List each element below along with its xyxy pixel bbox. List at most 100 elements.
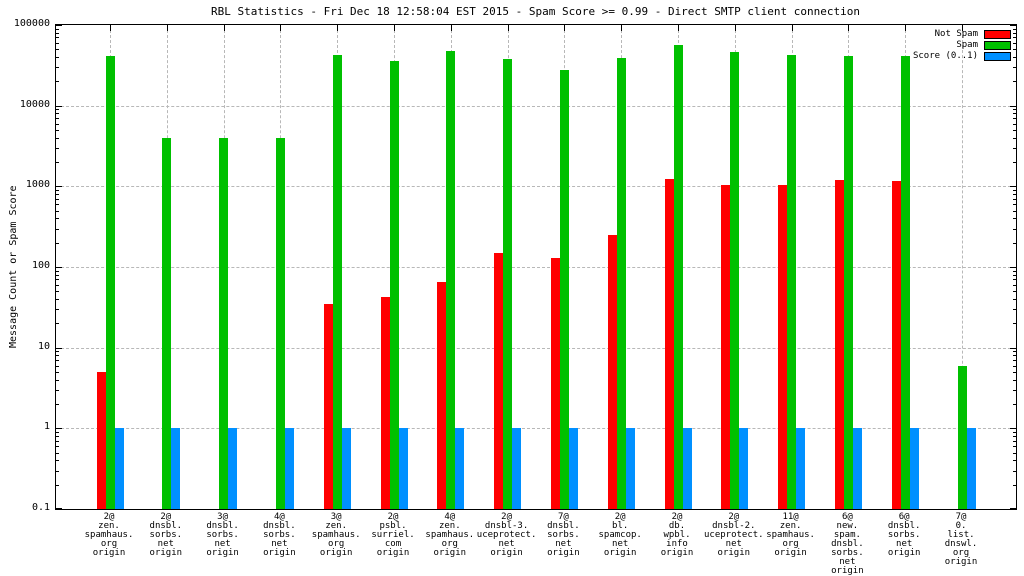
y-axis-minor-tick: [56, 162, 59, 164]
x-axis-category-label: 2@ bl. spamcop. net origin: [580, 513, 660, 558]
bar-not-spam: [437, 282, 447, 509]
y-axis-minor-tick: [1013, 351, 1016, 353]
y-axis-minor-tick: [1013, 470, 1016, 472]
x-axis-category-label-line: 4@: [273, 512, 285, 522]
x-axis-category-label-line: 3@: [330, 512, 342, 522]
legend: Not Spam Spam Score (0..1): [913, 29, 1011, 62]
x-axis-category-label-line: uceprotect.: [476, 530, 537, 540]
y-axis-minor-tick: [56, 460, 59, 462]
y-axis-minor-tick: [56, 309, 59, 311]
y-axis-tick: [56, 347, 62, 349]
y-axis-minor-tick: [1013, 42, 1016, 44]
x-axis-category-label: 2@ psbl. surriel. com origin: [353, 513, 433, 558]
y-axis-minor-tick: [56, 123, 59, 125]
y-axis-minor-tick: [56, 118, 59, 120]
bar-not-spam: [550, 257, 560, 509]
bar-score-0-1-: [284, 428, 294, 509]
x-axis-category-label-line: org: [100, 539, 118, 549]
x-axis-category-label-line: sorbs.: [547, 530, 580, 540]
y-axis-tick: [1010, 508, 1016, 509]
y-axis-tick-label: 100: [31, 260, 50, 271]
y-axis-minor-tick: [56, 81, 59, 83]
y-axis-minor-tick: [1013, 365, 1016, 367]
y-axis-minor-tick: [1013, 371, 1016, 373]
x-axis-tick: [962, 25, 963, 31]
y-axis-tick: [56, 267, 62, 268]
y-axis-tick-label: 1000: [25, 179, 50, 191]
y-axis-tick-label: 100000: [13, 18, 50, 29]
x-axis-category-label-line: wpbl.: [663, 530, 691, 540]
y-axis-tick-label: 10000: [19, 98, 50, 110]
x-axis-tick: [734, 25, 736, 31]
y-axis-minor-tick: [1013, 81, 1016, 83]
y-axis-tick: [1010, 428, 1016, 430]
bar-not-spam: [607, 234, 617, 509]
legend-item-not-spam: Not Spam: [913, 29, 1011, 40]
gridline-horizontal: [56, 347, 1016, 349]
x-axis-category-label-line: origin: [490, 548, 523, 558]
x-axis-category-label-line: origin: [92, 548, 126, 558]
y-axis-minor-tick: [1013, 440, 1016, 442]
bar-spam: [673, 44, 683, 509]
y-axis-minor-tick: [1013, 162, 1016, 164]
bar-score-0-1-: [796, 428, 806, 509]
x-axis-category-label-line: dnsbl.: [149, 521, 183, 531]
x-axis-category-label-line: 2@: [501, 512, 513, 522]
x-axis-category-label-line: 2@: [671, 512, 683, 522]
x-axis-category-label-line: 7@: [557, 512, 569, 522]
y-axis-minor-tick: [1013, 49, 1016, 51]
bar-score-0-1-: [114, 428, 124, 509]
bar-score-0-1-: [909, 428, 919, 509]
x-axis-tick: [621, 25, 623, 31]
bar-score-0-1-: [568, 428, 578, 509]
x-axis-category-label-line: origin: [149, 548, 183, 558]
x-axis-category-label-line: spam.: [833, 530, 861, 540]
bar-score-0-1-: [512, 428, 522, 509]
x-axis-category-label-line: zen.: [779, 521, 802, 531]
bar-spam: [389, 60, 399, 509]
x-axis-category-label: 6@ dnsbl. sorbs. net origin: [864, 513, 944, 558]
bar-score-0-1-: [739, 428, 749, 509]
y-axis-minor-tick: [1013, 360, 1016, 362]
x-axis-category-label-line: sorbs.: [149, 530, 183, 540]
gridline-horizontal: [56, 105, 1016, 107]
x-axis-category-label-line: dnsbl.: [206, 521, 239, 531]
bar-spam: [219, 137, 229, 509]
y-axis-minor-tick: [56, 109, 59, 111]
legend-item-spam: Spam: [913, 40, 1011, 51]
y-axis-tick: [1010, 186, 1016, 188]
y-axis-tick: [1010, 347, 1016, 349]
x-axis-category-label-line: org: [782, 539, 799, 549]
y-axis-tick: [1010, 267, 1016, 268]
x-axis-category-label: 7@ 0. list. dnswl. org origin: [921, 513, 1001, 567]
y-axis-minor-tick: [56, 129, 59, 131]
bar-spam: [559, 69, 569, 509]
x-axis-tick: [337, 25, 339, 31]
x-axis-category-label-line: 0.: [955, 521, 967, 531]
x-axis-category-label-line: net: [555, 539, 572, 549]
bar-not-spam: [494, 252, 504, 509]
y-axis-minor-tick: [56, 32, 59, 34]
x-axis-category-label-line: org: [441, 539, 458, 549]
x-axis-tick: [450, 25, 452, 31]
bar-not-spam: [96, 371, 106, 509]
y-axis-minor-tick: [1013, 113, 1016, 115]
bar-spam: [446, 51, 456, 509]
x-axis-category-label: 2@ dnsbl-2. uceprotect. net origin: [694, 513, 774, 558]
gridline-horizontal: [56, 428, 1016, 430]
y-axis-minor-tick: [56, 299, 59, 301]
y-axis-minor-tick: [56, 371, 59, 373]
y-axis-minor-tick: [1013, 446, 1016, 448]
y-axis-minor-tick: [56, 218, 59, 220]
bar-not-spam: [380, 297, 390, 509]
x-axis-category-label-line: 2@: [103, 512, 115, 522]
y-axis-minor-tick: [56, 484, 59, 486]
y-axis-minor-tick: [56, 57, 59, 59]
y-axis-minor-tick: [56, 446, 59, 448]
y-axis-minor-tick: [1013, 484, 1016, 486]
y-axis-minor-tick: [56, 355, 59, 357]
y-axis-minor-tick: [56, 198, 59, 200]
y-axis-tick: [56, 25, 62, 26]
x-axis-category-label-line: spamhaus.: [766, 530, 815, 540]
